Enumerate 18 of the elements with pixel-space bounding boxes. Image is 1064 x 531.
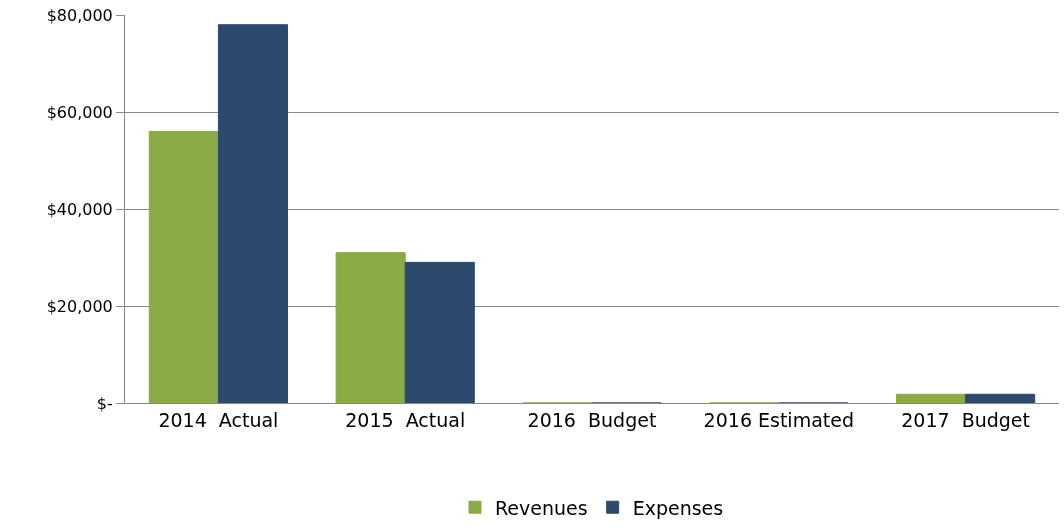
bar xyxy=(335,252,406,403)
x-tick-label: 2014 Actual xyxy=(158,408,279,431)
x-tick-label: 2017 Budget xyxy=(901,408,1030,431)
y-tick-label: $40,000 xyxy=(46,199,113,219)
y-tick-label: $- xyxy=(96,393,113,413)
y-tick-label: $20,000 xyxy=(46,296,113,316)
bar xyxy=(404,261,475,403)
y-tick-label: $60,000 xyxy=(46,102,113,122)
x-tick-label: 2015 Actual xyxy=(345,408,466,431)
bar xyxy=(217,24,289,403)
x-tick-label: 2016 Budget xyxy=(527,408,657,431)
bar xyxy=(965,393,1036,403)
x-tick-label: 2016 Estimated xyxy=(703,408,854,431)
legend-label: Expenses xyxy=(632,496,724,519)
legend-label: Revenues xyxy=(495,496,588,519)
bar xyxy=(148,130,219,403)
bar xyxy=(895,393,967,403)
y-tick-label: $80,000 xyxy=(46,5,113,25)
